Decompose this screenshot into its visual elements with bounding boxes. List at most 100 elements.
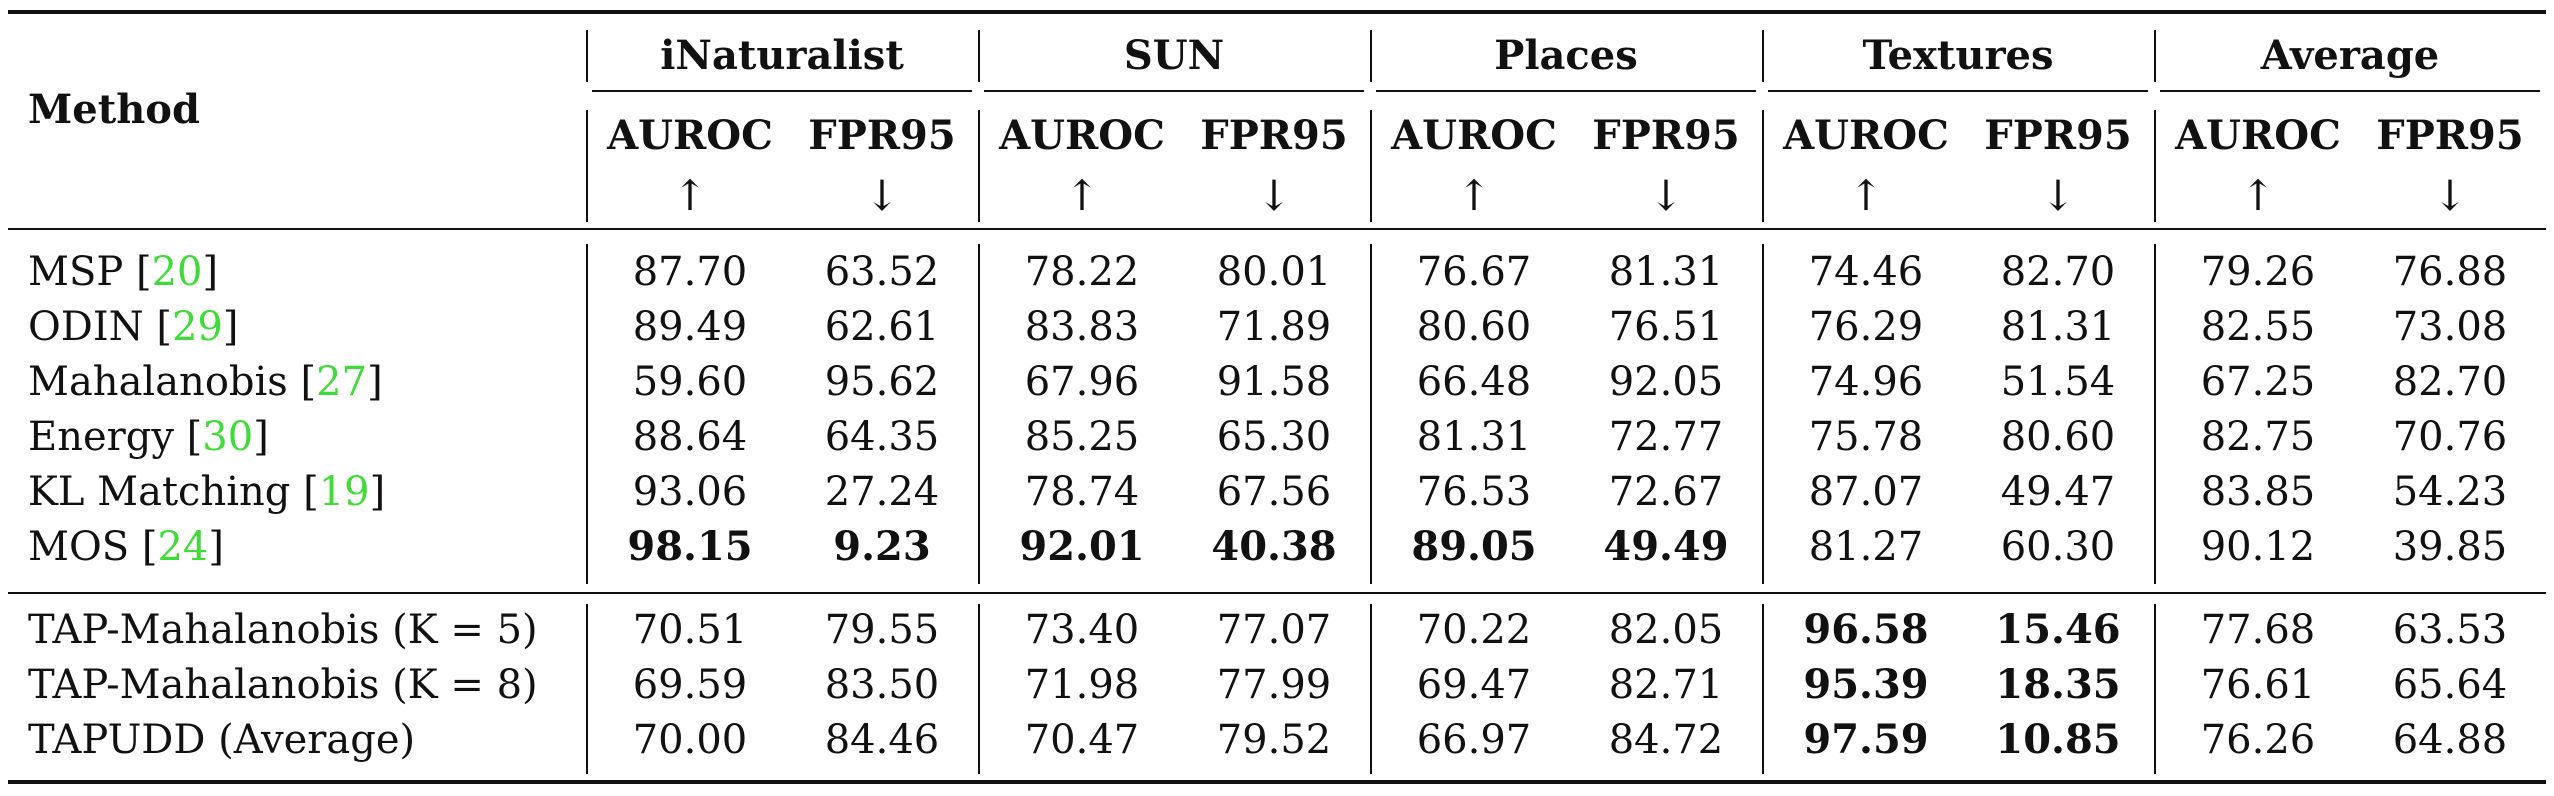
table-cell: 51.54 <box>2000 359 2116 405</box>
table-cell: 76.88 <box>2392 249 2508 295</box>
up-arrow-icon: ↑ <box>672 171 708 220</box>
top-rule <box>8 10 2546 14</box>
table-cell: 83.50 <box>824 662 940 708</box>
method-label: TAP-Mahalanobis (K = 5) <box>28 607 538 653</box>
table-cell: 93.06 <box>632 469 748 515</box>
table-cell: 80.60 <box>1416 304 1532 350</box>
group-header: iNaturalist <box>660 32 904 79</box>
table-cell: 66.48 <box>1416 359 1532 405</box>
section-rule <box>8 592 2546 594</box>
citation-close: ] <box>202 249 219 295</box>
body-separator <box>586 244 588 584</box>
table-cell: 69.59 <box>632 662 748 708</box>
table-cell: 80.01 <box>1216 249 1332 295</box>
group-underline <box>984 90 1364 92</box>
table-cell: 39.85 <box>2392 524 2508 570</box>
table-cell: 64.35 <box>824 414 940 460</box>
table-cell: 67.25 <box>2200 359 2316 405</box>
table-cell: 84.46 <box>824 717 940 763</box>
table-cell: 65.30 <box>1216 414 1332 460</box>
body-separator <box>1762 604 1764 774</box>
table-cell: 73.08 <box>2392 304 2508 350</box>
metric-header: AUROC <box>1391 112 1557 159</box>
table-row: Mahalanobis [27] 59.60 95.62 67.96 91.58 66.4… <box>0 356 2554 408</box>
metric-header: FPR95 <box>2376 112 2524 159</box>
method-name: TAP-Mahalanobis (K = 8) <box>28 659 538 711</box>
table-cell: 77.68 <box>2200 607 2316 653</box>
table-cell: 74.96 <box>1808 359 1924 405</box>
metric-header: FPR95 <box>1984 112 2132 159</box>
method-label: MOS [ <box>28 524 158 570</box>
down-arrow-icon: ↓ <box>2432 171 2468 220</box>
metric-header: AUROC <box>999 112 1165 159</box>
header-separator <box>586 110 588 222</box>
header-separator <box>1370 110 1372 222</box>
table-cell: 65.64 <box>2392 662 2508 708</box>
header-separator <box>1762 30 1764 82</box>
group-header: Textures <box>1862 32 2054 79</box>
citation-ref: 30 <box>202 414 254 460</box>
table-cell: 75.78 <box>1808 414 1924 460</box>
method-name: KL Matching [19] <box>28 466 385 518</box>
table-cell: 60.30 <box>2000 524 2116 570</box>
table-cell: 70.47 <box>1024 717 1140 763</box>
table-cell: 74.46 <box>1808 249 1924 295</box>
table-cell: 81.31 <box>2000 304 2116 350</box>
table-row: ODIN [29] 89.49 62.61 83.83 71.89 80.60 76.51 7… <box>0 301 2554 353</box>
table-cell: 81.31 <box>1608 249 1724 295</box>
table-row: TAP-Mahalanobis (K = 8) 69.59 83.50 71.98 77… <box>0 659 2554 711</box>
table-cell: 59.60 <box>632 359 748 405</box>
table-cell: 97.59 <box>1803 716 1929 763</box>
down-arrow-icon: ↓ <box>1648 171 1684 220</box>
table-cell: 92.01 <box>1019 523 1145 570</box>
bottom-rule <box>8 780 2546 784</box>
metric-header: FPR95 <box>808 112 956 159</box>
metric-header: AUROC <box>1783 112 1949 159</box>
method-label: ODIN [ <box>28 304 172 350</box>
table-row: MSP [20] 87.70 63.52 78.22 80.01 76.67 81.31 74… <box>0 246 2554 298</box>
table-cell: 9.23 <box>833 523 931 570</box>
citation-close: ] <box>369 469 386 515</box>
header-separator <box>586 30 588 82</box>
table-cell: 76.67 <box>1416 249 1532 295</box>
table-cell: 92.05 <box>1608 359 1724 405</box>
body-separator <box>1370 244 1372 584</box>
up-arrow-icon: ↑ <box>1848 171 1884 220</box>
table-cell: 95.39 <box>1803 661 1929 708</box>
table-cell: 80.60 <box>2000 414 2116 460</box>
method-name: ODIN [29] <box>28 301 239 353</box>
table-row: Energy [30] 88.64 64.35 85.25 65.30 81.31 72.7… <box>0 411 2554 463</box>
citation-close: ] <box>208 524 224 570</box>
table-cell: 82.05 <box>1608 607 1724 653</box>
metric-header: AUROC <box>607 112 773 159</box>
method-name: TAP-Mahalanobis (K = 5) <box>28 604 538 656</box>
table-cell: 76.26 <box>2200 717 2316 763</box>
citation-ref: 20 <box>151 249 203 295</box>
body-separator <box>978 604 980 774</box>
down-arrow-icon: ↓ <box>2040 171 2076 220</box>
method-header: Method <box>28 86 200 133</box>
body-separator <box>586 604 588 774</box>
metric-header: FPR95 <box>1592 112 1740 159</box>
group-header: SUN <box>1123 32 1225 79</box>
table-cell: 76.61 <box>2200 662 2316 708</box>
table-row: MOS [24] 98.15 9.23 92.01 40.38 89.05 49.49 81.… <box>0 521 2554 573</box>
table-cell: 71.89 <box>1216 304 1332 350</box>
header-separator <box>978 30 980 82</box>
down-arrow-icon: ↓ <box>1256 171 1292 220</box>
table-cell: 79.52 <box>1216 717 1332 763</box>
table-cell: 40.38 <box>1211 523 1337 570</box>
table-cell: 90.12 <box>2200 524 2316 570</box>
table-cell: 95.62 <box>824 359 940 405</box>
group-underline <box>592 90 972 92</box>
table-cell: 84.72 <box>1608 717 1724 763</box>
table-cell: 77.99 <box>1216 662 1332 708</box>
table-cell: 89.05 <box>1411 523 1537 570</box>
citation-ref: 24 <box>157 524 209 570</box>
citation-ref: 19 <box>318 469 370 515</box>
table-cell: 79.26 <box>2200 249 2316 295</box>
citation-ref: 27 <box>316 359 368 405</box>
up-arrow-icon: ↑ <box>1456 171 1492 220</box>
group-underline <box>1768 90 2148 92</box>
group-header: Places <box>1494 32 1638 79</box>
